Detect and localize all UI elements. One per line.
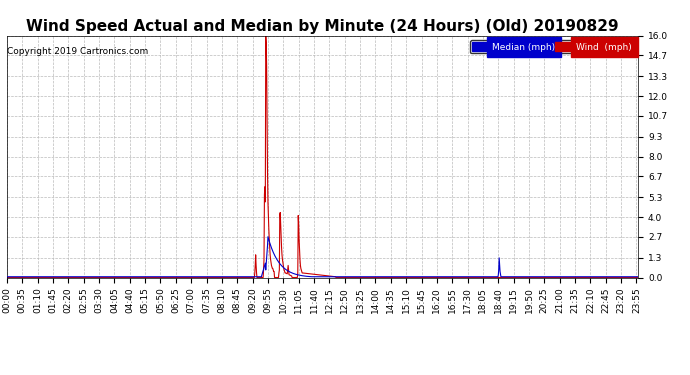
Legend: Median (mph), Wind  (mph): Median (mph), Wind (mph): [470, 40, 633, 53]
Text: Copyright 2019 Cartronics.com: Copyright 2019 Cartronics.com: [7, 47, 148, 56]
Title: Wind Speed Actual and Median by Minute (24 Hours) (Old) 20190829: Wind Speed Actual and Median by Minute (…: [26, 20, 619, 34]
